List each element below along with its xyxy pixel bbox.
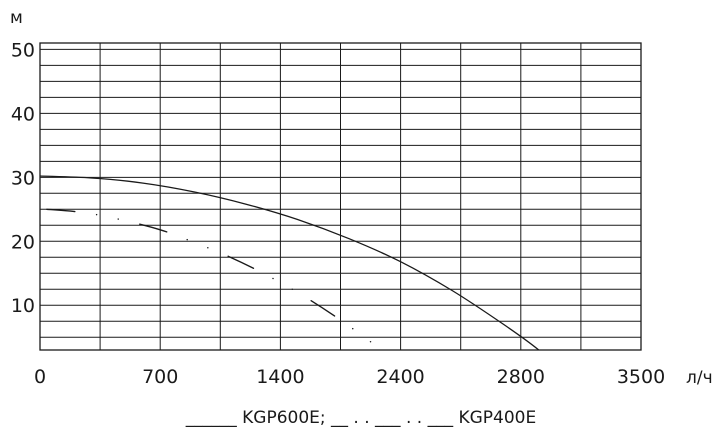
x-tick-label: 3500 [617,366,665,388]
y-tick-label: 10 [11,295,35,317]
y-tick-label: 30 [11,167,35,189]
y-unit-label: м [10,8,23,28]
y-tick-label: 50 [11,39,35,61]
y-tick-label: 40 [11,103,35,125]
series-line-kgp400e [46,208,382,350]
x-tick-label: 2800 [497,366,545,388]
legend: ______ KGP600E; __ . . ___ . . ___ KGP40… [185,408,537,428]
x-tick-label: 0 [34,366,46,388]
plot-border [39,42,642,351]
x-tick-label: 1400 [256,366,304,388]
series-line-kgp600e [40,175,540,350]
x-unit-label: л/ч [686,368,713,388]
x-tick-label: 2400 [376,366,424,388]
x-tick-label: 700 [142,366,178,388]
y-tick-label: 20 [11,231,35,253]
